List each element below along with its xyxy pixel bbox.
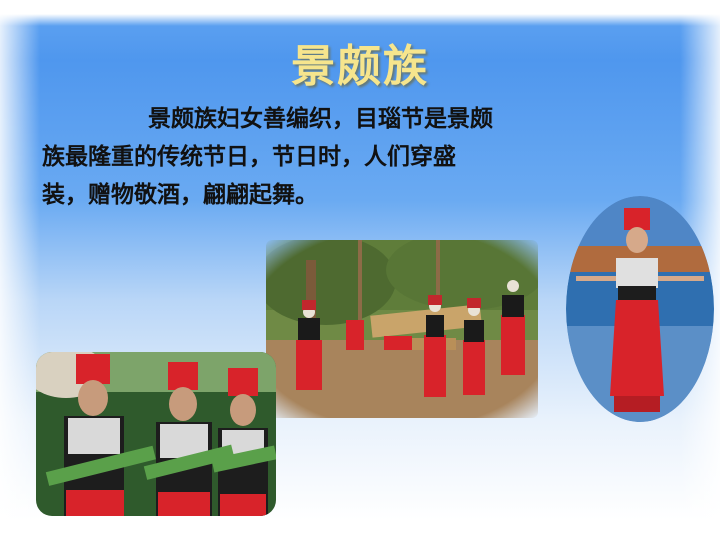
women-costume-image (36, 352, 276, 516)
photo-festival-dance (266, 240, 538, 418)
body-paragraph: 景颇族妇女善编织，目瑙节是景颇 族最隆重的传统节日，节日时，人们穿盛 装，赠物敬… (42, 100, 642, 214)
slide-title: 景颇族 (291, 41, 429, 92)
festival-dance-image (266, 240, 538, 418)
solo-dancer-image (566, 196, 714, 422)
photo-solo-dancer (566, 196, 714, 422)
body-line-3: 装，赠物敬酒，翩翩起舞。 (42, 182, 318, 208)
body-line-2: 族最隆重的传统节日，节日时，人们穿盛 (42, 144, 456, 170)
body-line-1: 景颇族妇女善编织，目瑙节是景颇 (148, 106, 493, 132)
photo-women-in-costume (36, 352, 276, 516)
